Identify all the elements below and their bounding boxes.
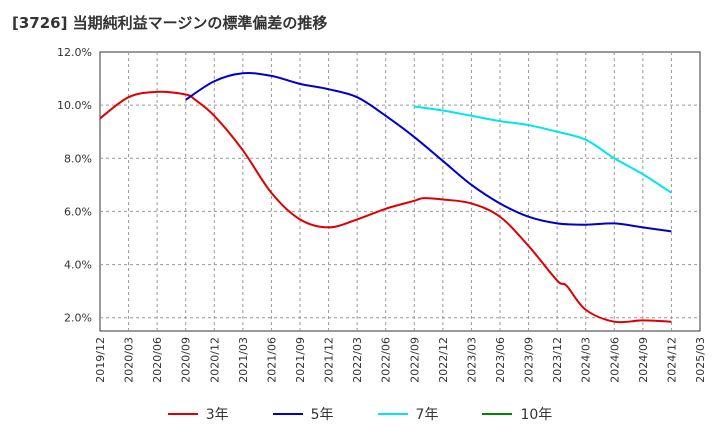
legend-label: 3年 (205, 407, 229, 423)
series-line-2 (414, 105, 672, 194)
legend-swatch (377, 413, 408, 415)
x-tick-label: 2020/06 (151, 337, 164, 383)
legend-swatch (482, 413, 513, 415)
chart-title: [3726] 当期純利益マージンの標準偏差の推移 (12, 14, 328, 32)
x-tick-label: 2021/12 (323, 337, 336, 383)
y-tick-label: 10.0% (57, 99, 92, 112)
x-tick-label: 2022/03 (351, 337, 364, 383)
x-tick-label: 2024/06 (608, 337, 621, 383)
legend-label: 7年 (415, 407, 439, 423)
x-tick-label: 2022/12 (437, 337, 450, 383)
plot-area (99, 51, 701, 332)
y-tick-label: 4.0% (64, 259, 92, 272)
series-line-1 (185, 72, 672, 233)
x-tick-label: 2022/06 (380, 337, 393, 383)
y-tick-label: 8.0% (64, 152, 92, 165)
x-tick-label: 2024/12 (665, 337, 678, 383)
x-tick-label: 2021/06 (265, 337, 278, 383)
x-tick-label: 2020/12 (208, 337, 221, 383)
legend-item: 3年 (167, 404, 229, 424)
x-tick-label: 2025/03 (694, 337, 707, 383)
x-tick-label: 2021/09 (294, 337, 307, 383)
legend: 3年 5年 7年 10年 (0, 404, 720, 424)
x-tick-label: 2023/06 (494, 337, 507, 383)
series-line-0 (99, 90, 672, 324)
legend-item: 5年 (272, 404, 334, 424)
x-tick-label: 2019/12 (94, 337, 107, 383)
x-tick-label: 2023/09 (523, 337, 536, 383)
legend-swatch (167, 413, 198, 415)
x-tick-label: 2024/03 (580, 337, 593, 383)
y-tick-label: 2.0% (64, 312, 92, 325)
legend-swatch (272, 413, 303, 415)
legend-item: 7年 (377, 404, 439, 424)
x-tick-label: 2023/03 (465, 337, 478, 383)
x-tick-label: 2023/12 (551, 337, 564, 383)
x-tick-label: 2022/09 (408, 337, 421, 383)
x-tick-label: 2024/09 (637, 337, 650, 383)
x-tick-label: 2021/03 (237, 337, 250, 383)
y-tick-label: 12.0% (57, 46, 92, 59)
legend-label: 10年 (520, 407, 553, 423)
x-tick-label: 2020/09 (180, 337, 193, 383)
x-tick-label: 2020/03 (123, 337, 136, 383)
legend-item: 10年 (482, 404, 552, 424)
y-tick-label: 6.0% (64, 205, 92, 218)
legend-label: 5年 (310, 407, 334, 423)
